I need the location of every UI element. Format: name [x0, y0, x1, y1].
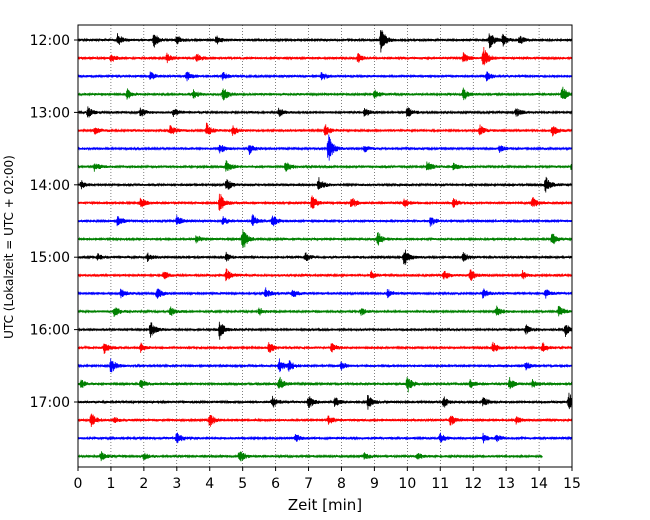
trace-1430 — [77, 214, 573, 227]
trace-1600 — [77, 321, 573, 340]
x-tick-label: 15 — [563, 476, 581, 492]
x-tick-label: 13 — [497, 476, 515, 492]
vertical-grid — [110, 25, 540, 467]
trace-1315 — [77, 122, 573, 137]
x-tick-label: 0 — [74, 476, 83, 492]
trace-1330 — [77, 134, 573, 161]
x-axis-ticks: 0 1 2 3 4 5 6 7 8 9 10 11 12 13 14 15 — [74, 467, 581, 492]
x-tick-label: 2 — [139, 476, 148, 492]
x-tick-label: 12 — [464, 476, 482, 492]
x-tick-label: 8 — [337, 476, 346, 492]
trace-1745 — [77, 451, 543, 462]
y-axis-ticks: 12:00 13:00 14:00 15:00 16:00 17:00 — [30, 33, 78, 411]
x-tick-label: 1 — [106, 476, 115, 492]
trace-1445 — [77, 229, 573, 248]
x-tick-label: 4 — [205, 476, 214, 492]
trace-1545 — [77, 305, 573, 317]
trace-1700 — [77, 392, 573, 410]
trace-1515 — [77, 268, 573, 282]
trace-1345 — [77, 160, 573, 172]
x-tick-label: 10 — [398, 476, 416, 492]
y-tick-label: 16:00 — [30, 323, 70, 339]
x-tick-label: 14 — [530, 476, 548, 492]
x-tick-label: 7 — [304, 476, 313, 492]
x-tick-label: 3 — [172, 476, 181, 492]
trace-1200 — [77, 30, 573, 53]
trace-1230 — [77, 71, 573, 82]
trace-1615 — [77, 341, 573, 354]
trace-1730 — [77, 432, 573, 444]
y-tick-label: 12:00 — [30, 33, 70, 49]
trace-1530 — [77, 287, 573, 299]
y-tick-label: 15:00 — [30, 250, 70, 266]
trace-1400 — [77, 176, 573, 193]
trace-1715 — [77, 413, 573, 427]
x-tick-label: 5 — [238, 476, 247, 492]
plot-frame — [77, 24, 573, 468]
y-tick-label: 13:00 — [30, 105, 70, 121]
y-tick-label: 14:00 — [30, 178, 70, 194]
trace-1630 — [77, 358, 573, 373]
x-tick-label: 6 — [271, 476, 280, 492]
x-tick-label: 9 — [370, 476, 379, 492]
x-axis-label: Zeit [min] — [288, 496, 362, 514]
trace-1645 — [77, 376, 573, 393]
y-axis-label: UTC (Lokalzeit = UTC + 02:00) — [2, 155, 16, 339]
x-tick-label: 11 — [431, 476, 449, 492]
trace-1215 — [77, 47, 573, 66]
trace-group — [77, 30, 573, 462]
y-tick-label: 17:00 — [30, 395, 70, 411]
trace-1300 — [77, 106, 573, 118]
trace-1415 — [77, 193, 573, 211]
trace-1500 — [77, 249, 573, 266]
trace-1245 — [77, 86, 573, 101]
